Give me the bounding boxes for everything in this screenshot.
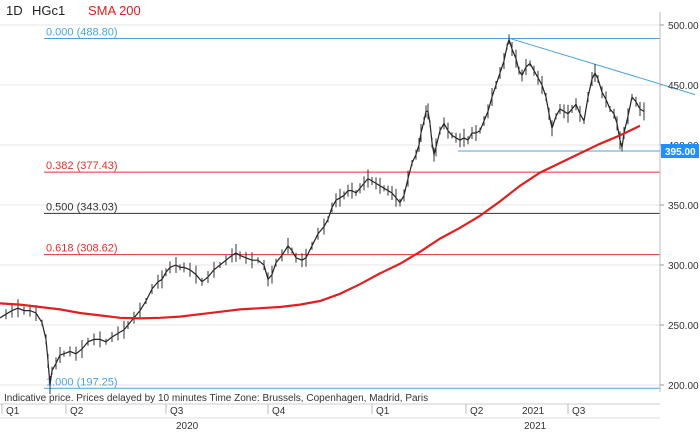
current-price-tag: 395.00 <box>661 144 699 158</box>
y-tick-label: 300.00 <box>668 261 699 272</box>
fibonacci-levels: 0.000 (488.80) 0.382 (377.43) 0.500 (343.0… <box>44 26 660 389</box>
fib-level-label: 1.000 (197.25) <box>46 376 118 388</box>
sma-line <box>0 124 641 320</box>
price-series <box>0 34 645 394</box>
fib-level-label: 0.000 (488.80) <box>46 26 118 38</box>
current-price-box <box>661 144 699 158</box>
x-quarter-label: Q3 <box>170 406 184 417</box>
x-year-label: 2020 <box>176 421 199 432</box>
y-tick-label: 350.00 <box>668 201 699 212</box>
fib-level-label: 0.382 (377.43) <box>46 160 118 172</box>
x-quarter-label: Q2 <box>70 406 84 417</box>
x-quarter-label: Q2 <box>470 406 484 417</box>
x-quarter-label: Q1 <box>6 406 20 417</box>
x-axis: Q1 Q2 Q3 Q4 Q1 Q2 2021 Q3 2020 2021 <box>0 403 660 432</box>
y-tick-label: 200.00 <box>668 381 699 392</box>
x-quarter-label: 2021 <box>522 406 545 417</box>
symbol-label[interactable]: HGc1 <box>32 3 66 18</box>
y-tick-label: 450.00 <box>668 81 699 92</box>
x-quarter-label: Q4 <box>272 406 286 417</box>
x-quarter-label: Q3 <box>572 406 586 417</box>
fib-level-label: 0.618 (308.62) <box>46 243 118 255</box>
y-tick-label: 500.00 <box>668 21 699 32</box>
grid-lines <box>0 24 660 386</box>
sma-indicator-label[interactable]: SMA 200 <box>88 3 141 18</box>
y-axis: 500.00450.00400.00350.00300.00250.00200.… <box>659 12 699 392</box>
timeframe-label[interactable]: 1D <box>6 3 23 18</box>
x-year-label: 2021 <box>524 421 547 432</box>
sma-series <box>0 124 641 320</box>
fib-level-label: 0.500 (343.03) <box>46 201 118 213</box>
disclaimer-text: Indicative price. Prices delayed by 10 m… <box>4 393 429 404</box>
y-tick-label: 250.00 <box>668 321 699 332</box>
x-quarter-label: Q1 <box>376 406 390 417</box>
current-price-label: 395.00 <box>665 147 696 158</box>
